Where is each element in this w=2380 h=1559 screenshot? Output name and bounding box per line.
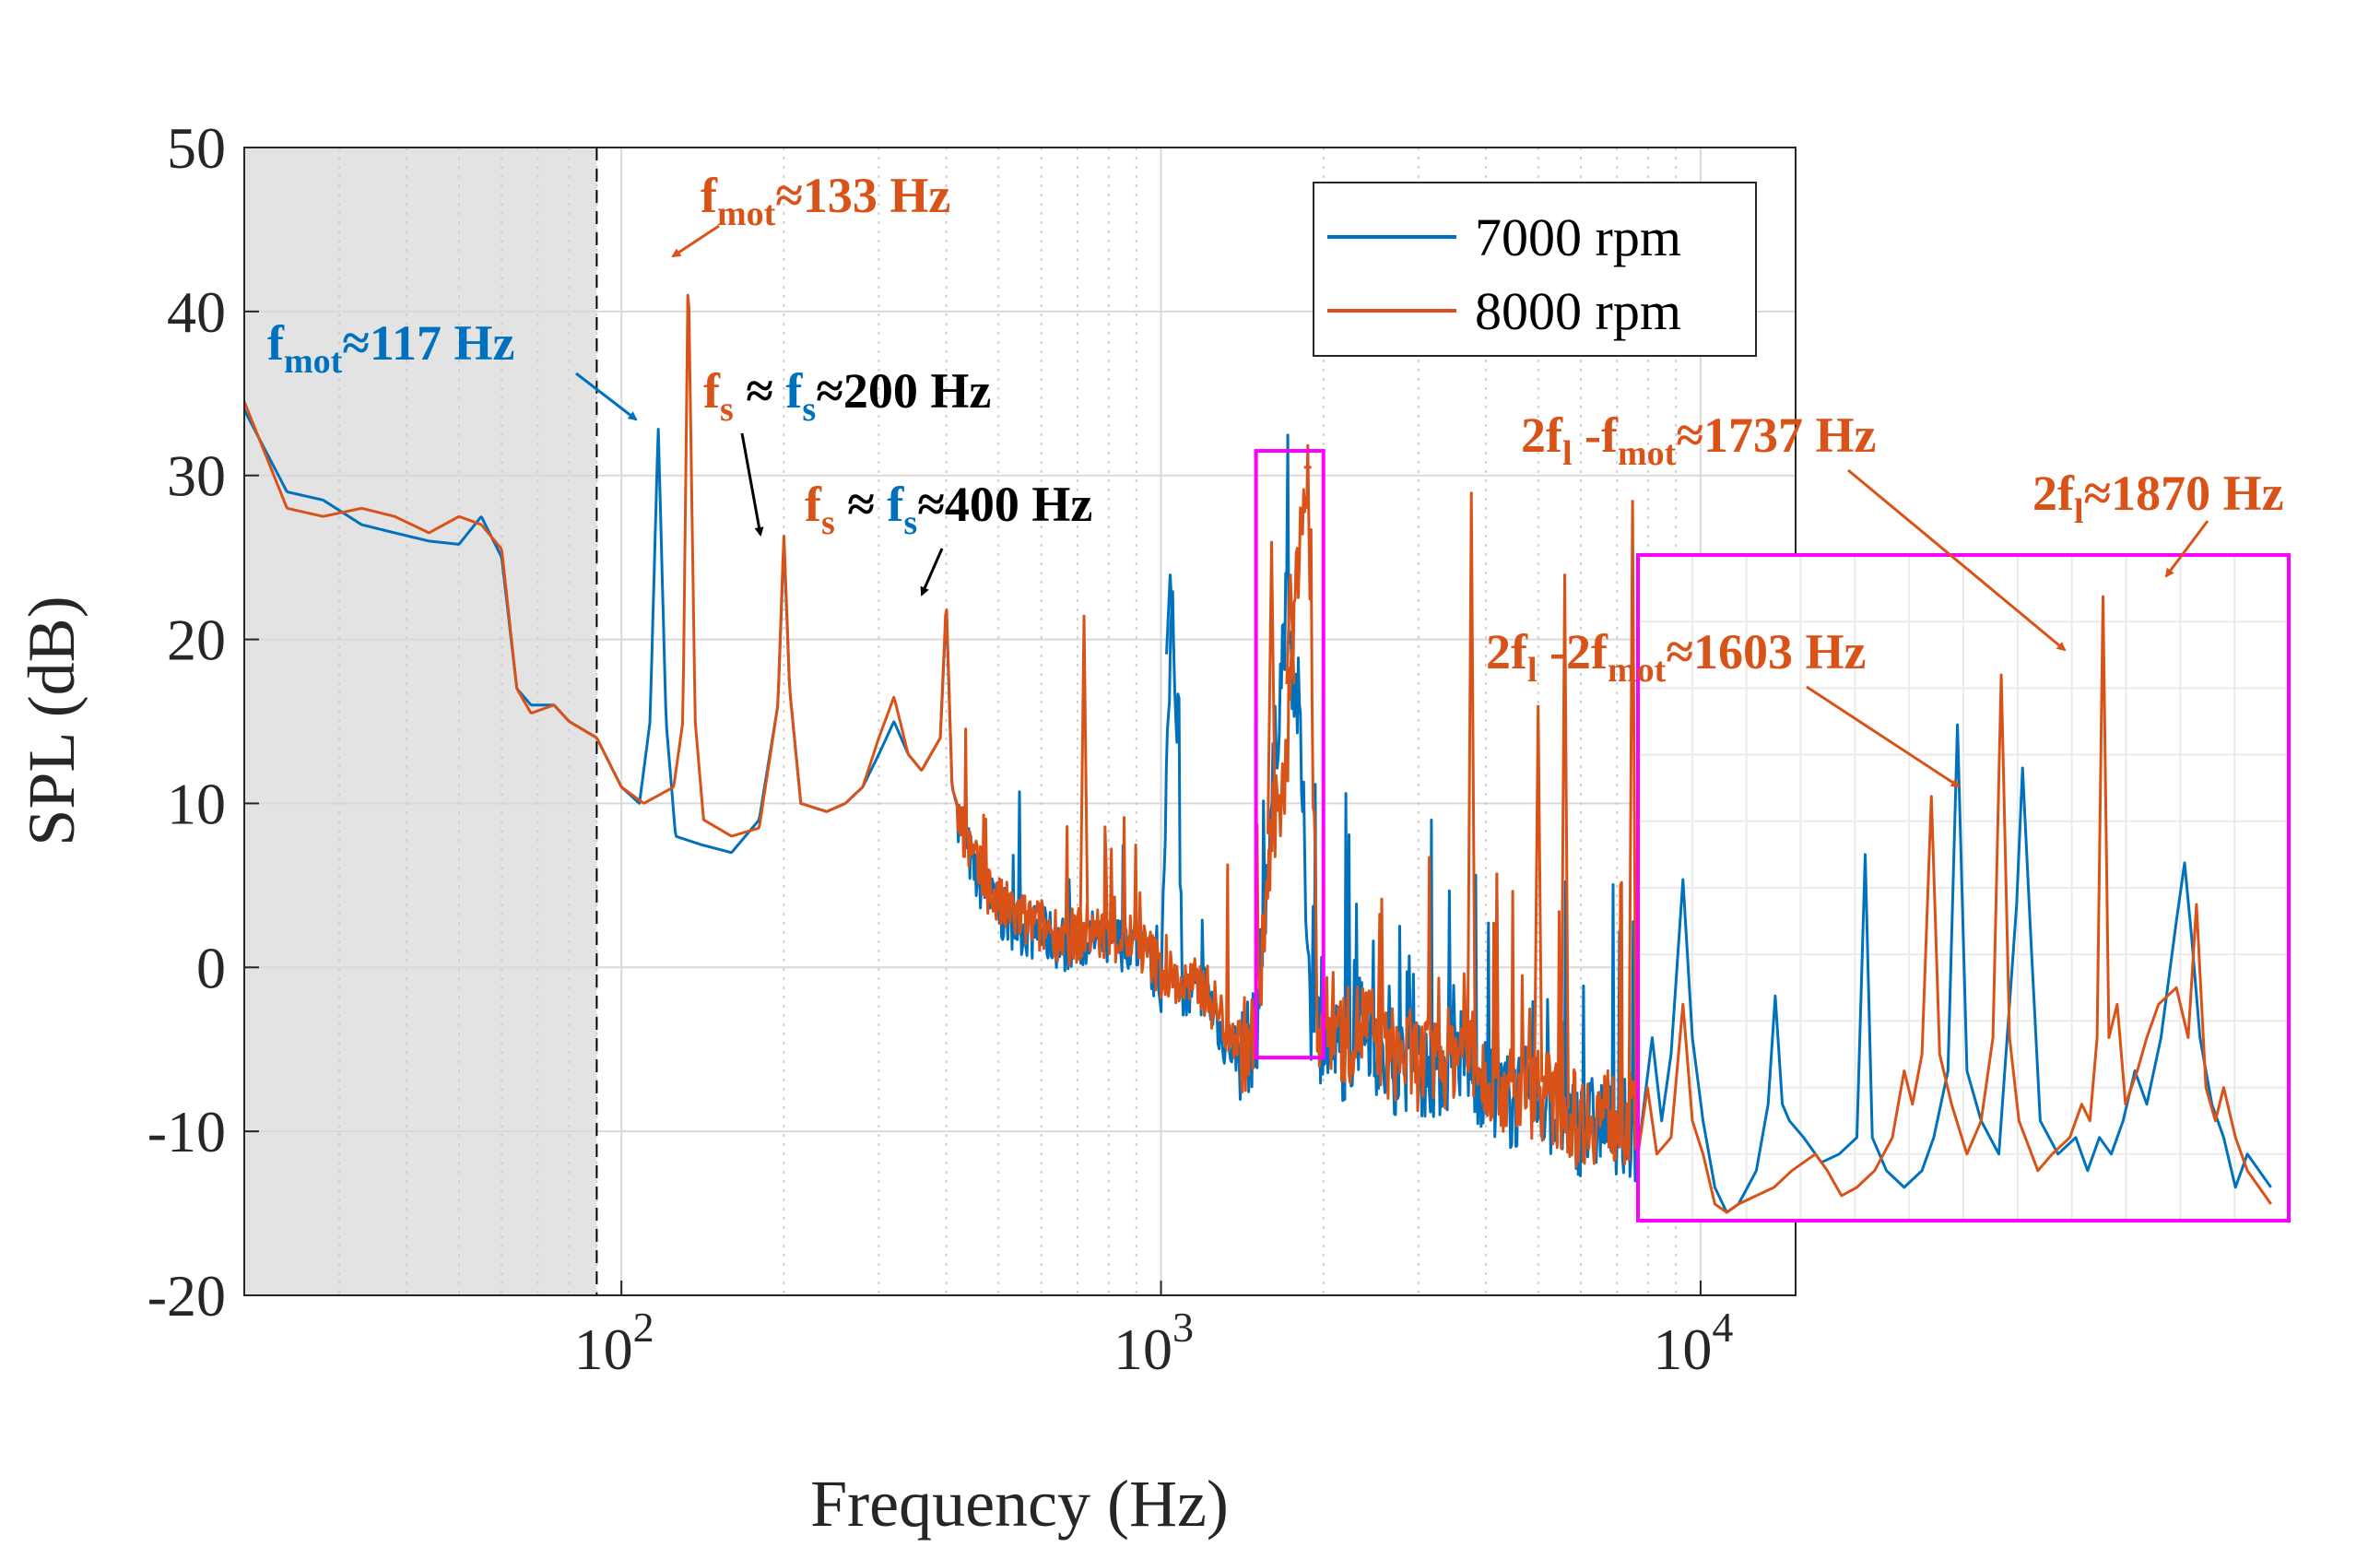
svg-text:fs ≈ fs≈200 Hz: fs ≈ fs≈200 Hz [703,363,991,429]
svg-text:fmot≈133 Hz: fmot≈133 Hz [701,168,950,233]
arrow-1870 [2164,520,2209,578]
legend-label-7000: 7000 rpm [1475,207,1681,267]
svg-text:fs ≈ fs≈400 Hz: fs ≈ fs≈400 Hz [805,477,1092,542]
series-spike [1560,573,1571,1109]
annotation-fmot-117: fmot≈117 Hz [267,315,638,421]
legend-label-8000: 8000 rpm [1475,281,1681,341]
series-line-8000-rpm [244,293,1725,1176]
annotation-fs-400: fs ≈ fs≈400 Hz [805,477,1092,596]
x-axis-label: Frequency (Hz) [810,1467,1229,1541]
y-tick-label: 50 [167,115,226,181]
arrow-1737 [1847,468,2067,652]
x-tick-label: 103 [1113,1304,1194,1382]
main-series-group [244,293,1725,1183]
annotation-1737: 2fl -fmot≈1737 Hz [1521,407,2067,652]
highlight-box [1254,449,1325,1060]
annotation-fmot-133: fmot≈133 Hz [671,168,950,258]
inset-series-group [1638,595,2272,1214]
series-spike [1267,540,1277,834]
y-tick-label: 10 [167,771,226,836]
y-tick-label: -10 [147,1099,226,1164]
series-spike [1078,614,1090,929]
svg-text:2fl -2fmot≈1603 Hz: 2fl -2fmot≈1603 Hz [1486,624,1866,690]
series-spike [1533,704,1544,1082]
inset-series-line-8000-rpm [1638,595,2272,1214]
svg-text:2fl -fmot≈1737 Hz: 2fl -fmot≈1737 Hz [1521,407,1876,473]
arrow-fs-400 [920,548,944,596]
x-tick-label: 104 [1653,1304,1733,1382]
series-spike [1466,491,1477,1052]
legend: 7000 rpm 8000 rpm [1313,182,1757,357]
arrow-fmot-133 [671,224,720,258]
y-tick-label: 30 [167,443,226,509]
y-tick-group: -20 -10 0 10 20 30 40 50 [147,115,259,1329]
annotation-fs-200: fs ≈ fs≈200 Hz [703,363,991,537]
svg-text:2fl≈1870 Hz: 2fl≈1870 Hz [2032,466,2284,531]
series-spike [1165,573,1176,655]
y-tick-label: -20 [147,1263,226,1329]
y-axis-label: SPL (dB) [15,596,88,845]
arrow-1603 [1806,685,1961,788]
arrow-fs-200 [740,432,764,537]
series-spike [1285,573,1296,685]
legend-box [1313,182,1757,357]
y-tick-label: 0 [196,935,226,1000]
annotation-1603: 2fl -2fmot≈1603 Hz [1486,624,1961,788]
y-tick-label: 20 [167,608,226,673]
x-tick-label: 102 [574,1304,654,1382]
y-tick-label: 40 [167,279,226,345]
svg-text:fmot≈117 Hz: fmot≈117 Hz [267,315,514,381]
inset-frame [1636,553,2291,1222]
arrow-fmot-117 [575,372,638,421]
annotation-1870: 2fl≈1870 Hz [2032,466,2284,578]
series-spike [1627,500,1638,1118]
x-tick-group: 102 103 104 [574,1281,1733,1382]
